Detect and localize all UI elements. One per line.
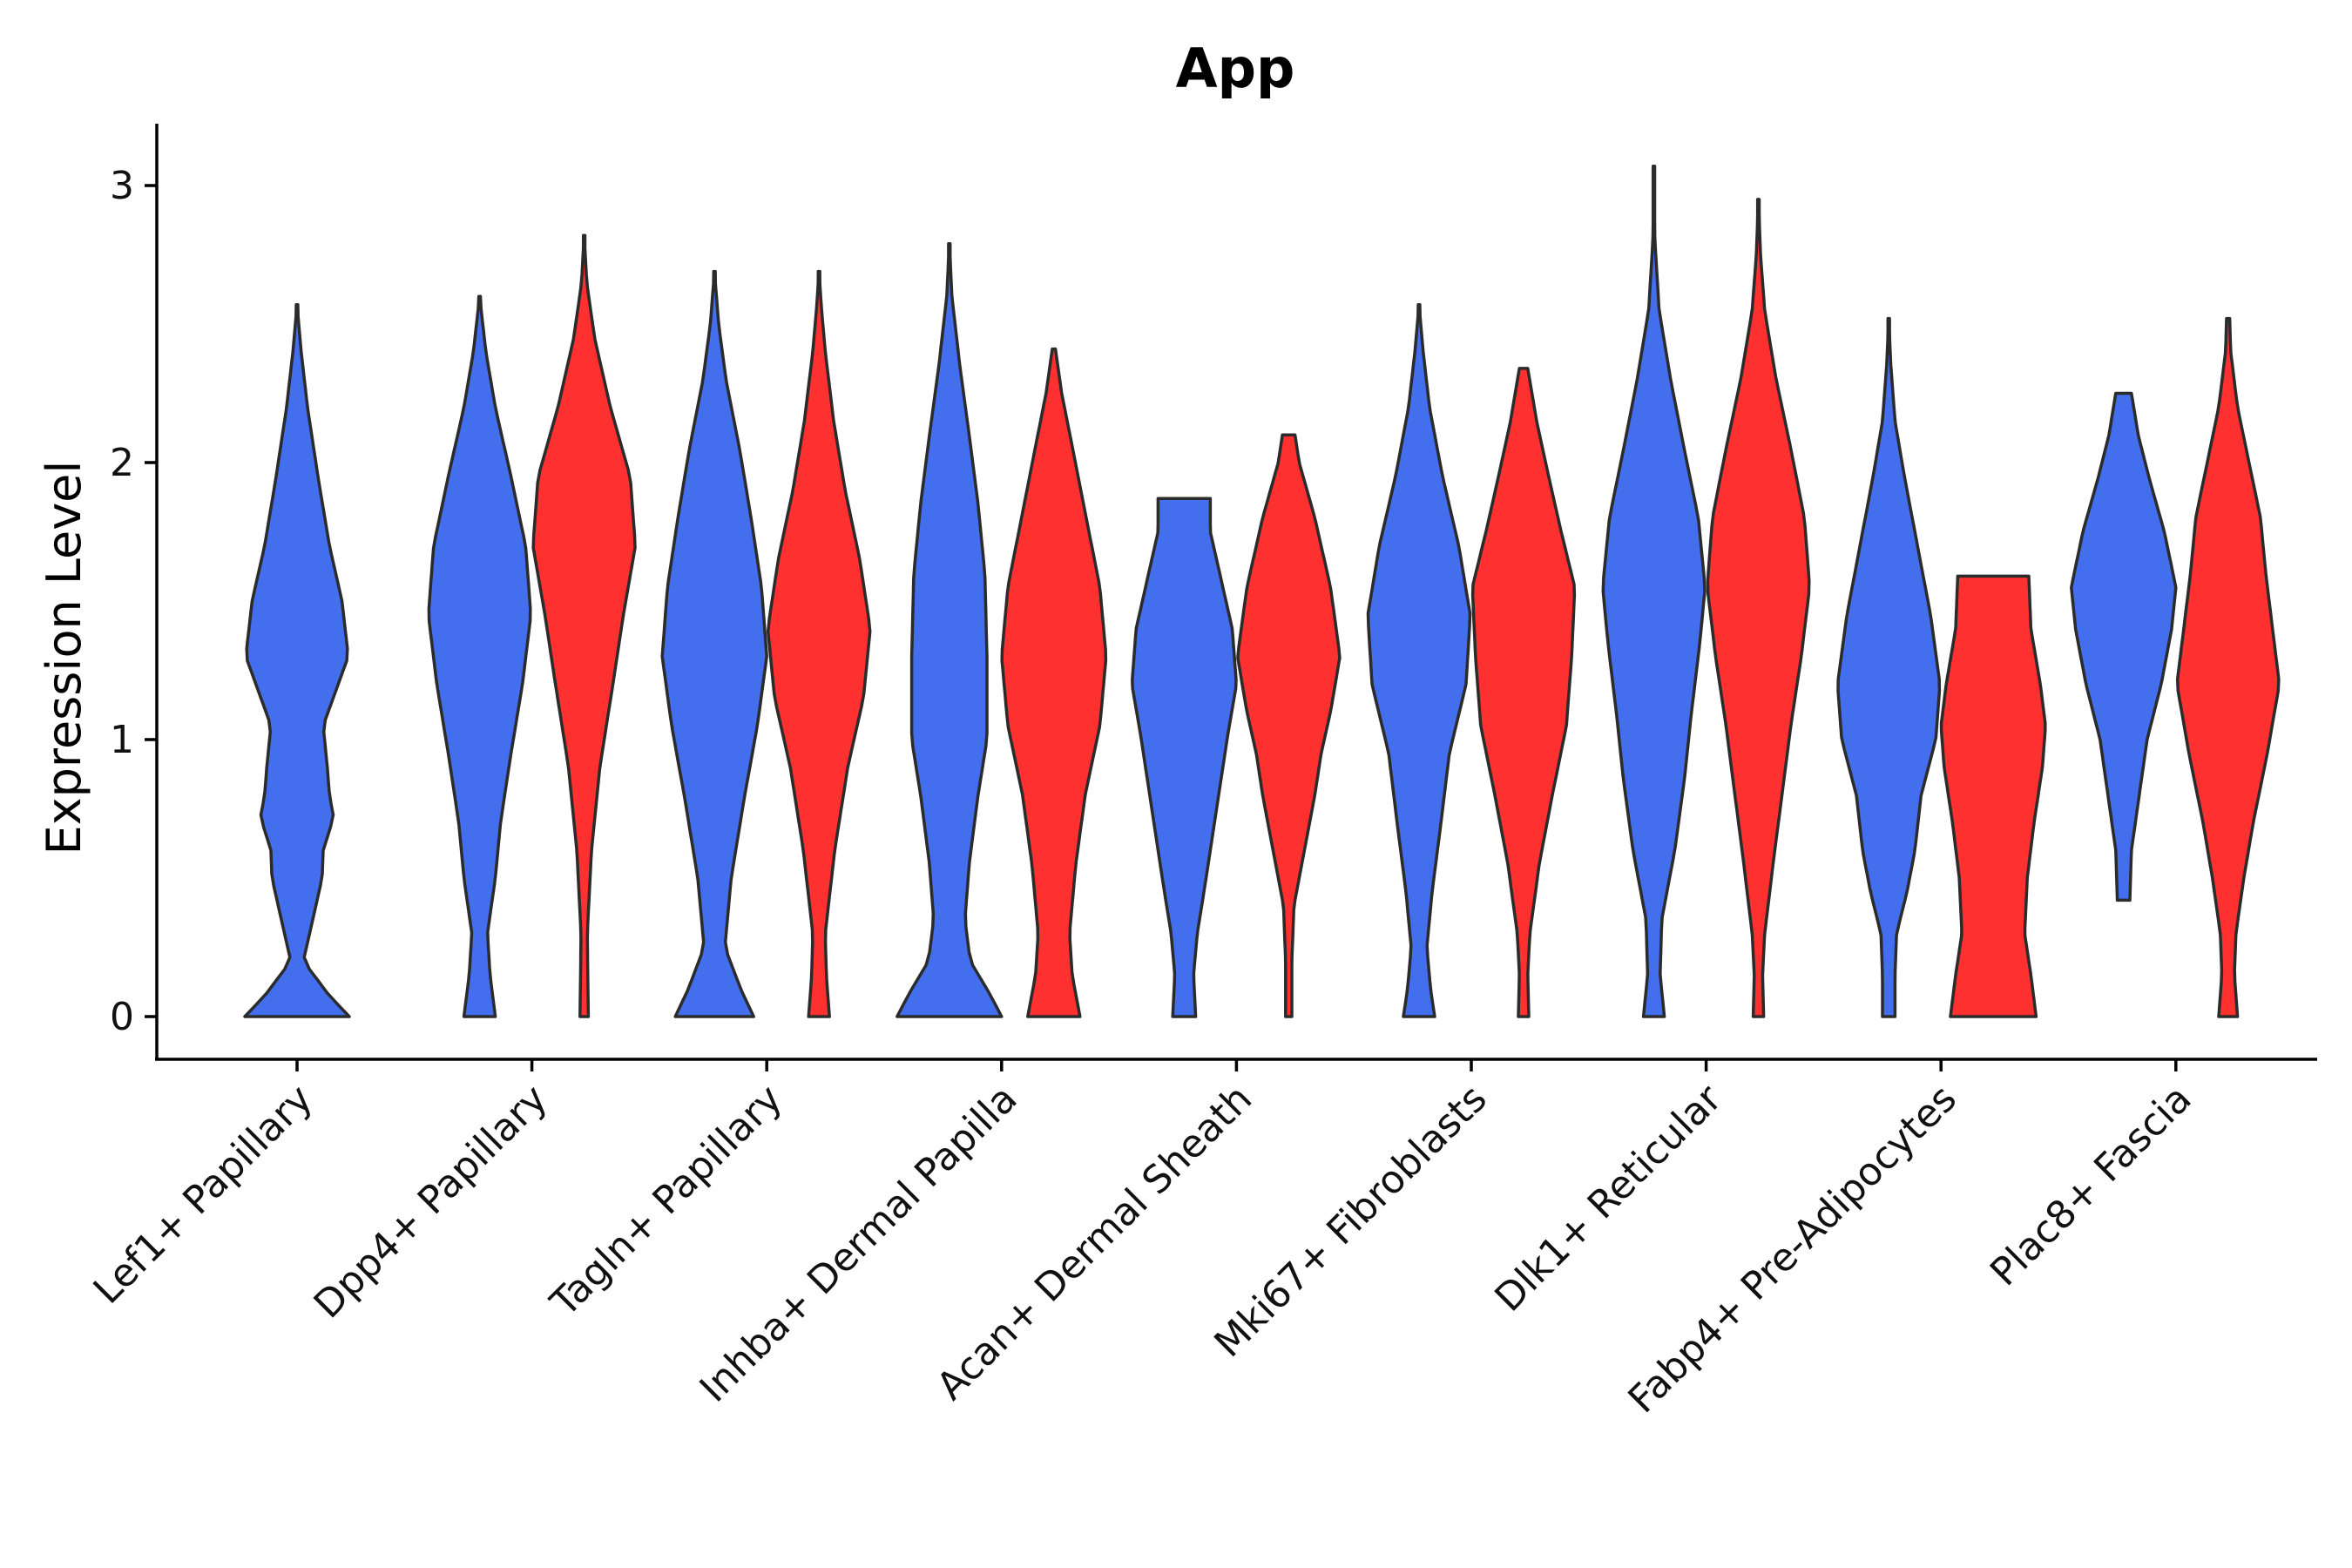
- violin-6-left: [1601, 164, 1707, 1018]
- y-tick-label: 2: [110, 441, 134, 485]
- violin-7-right: [1939, 574, 2047, 1018]
- x-tick-label: Dpp4+ Papillary: [306, 1077, 557, 1328]
- violin-layer: [243, 164, 2281, 1018]
- violin-2-right: [766, 269, 872, 1018]
- y-tick-label: 1: [110, 718, 134, 762]
- x-tick-label: Tagln+ Papillary: [542, 1077, 791, 1326]
- violin-1-left: [427, 294, 532, 1018]
- violin-6-right: [1706, 198, 1811, 1018]
- x-tick-label: Lef1+ Papillary: [85, 1077, 321, 1313]
- violin-3-left: [896, 242, 1004, 1018]
- violin-0-left: [243, 302, 351, 1018]
- violin-8-right: [2175, 316, 2281, 1018]
- violin-4-left: [1131, 497, 1238, 1018]
- y-axis-label: Expression Level: [37, 461, 91, 855]
- violin-5-left: [1366, 302, 1472, 1018]
- violin-1-right: [531, 233, 637, 1018]
- x-tick-label: Plac8+ Fascia: [1982, 1077, 2200, 1295]
- y-ticks: 0 1 2 3: [110, 164, 157, 1039]
- y-tick-label: 0: [110, 995, 134, 1039]
- violin-3-right: [1000, 347, 1108, 1018]
- x-tick-label: Dlk1+ Reticular: [1486, 1076, 1731, 1321]
- y-tick-label: 3: [110, 164, 134, 208]
- violin-5-right: [1470, 367, 1577, 1018]
- violin-7-left: [1836, 316, 1942, 1018]
- chart-title: App: [1176, 37, 1295, 100]
- violin-4-right: [1236, 433, 1342, 1018]
- violin-2-left: [660, 269, 768, 1018]
- violin-8-left: [2070, 391, 2178, 902]
- x-tick-label: Mki67+ Fibroblasts: [1206, 1077, 1495, 1366]
